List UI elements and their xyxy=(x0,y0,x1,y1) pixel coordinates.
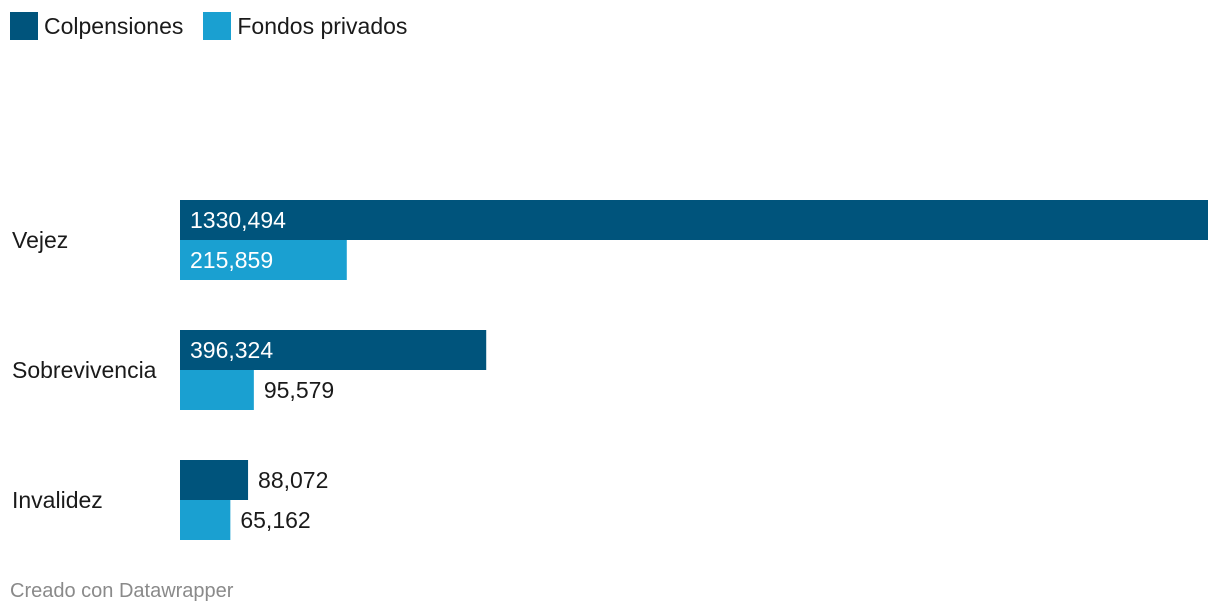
bar-sobrevivencia-fondos-privados xyxy=(180,370,254,410)
legend-label-fondos-privados: Fondos privados xyxy=(237,12,408,39)
legend-swatch-fondos-privados xyxy=(203,12,232,40)
value-label-vejez-colpensiones: 1330,494 xyxy=(190,207,286,233)
bar-invalidez-colpensiones xyxy=(180,460,249,500)
value-label-invalidez-colpensiones: 88,072 xyxy=(258,467,328,493)
category-label-vejez: Vejez xyxy=(12,227,68,253)
value-label-vejez-fondos-privados: 215,859 xyxy=(190,247,273,273)
bar-vejez-colpensiones xyxy=(180,200,1208,240)
footer-credit: Creado con Datawrapper xyxy=(10,580,234,602)
legend-swatch-colpensiones xyxy=(10,12,38,40)
value-label-sobrevivencia-colpensiones: 396,324 xyxy=(190,337,273,363)
value-label-invalidez-fondos-privados: 65,162 xyxy=(240,507,310,533)
category-label-sobrevivencia: Sobrevivencia xyxy=(12,357,157,383)
legend-item-fondos-privados: Fondos privados xyxy=(203,12,407,40)
category-label-invalidez: Invalidez xyxy=(12,487,103,513)
bar-invalidez-fondos-privados xyxy=(180,500,231,540)
legend-item-colpensiones: Colpensiones xyxy=(10,12,183,40)
value-label-sobrevivencia-fondos-privados: 95,579 xyxy=(264,377,334,403)
legend: Colpensiones Fondos privados xyxy=(10,12,407,40)
legend-label-colpensiones: Colpensiones xyxy=(44,12,184,39)
bar-vejez-fondos-privados xyxy=(180,240,347,280)
bar-sobrevivencia-colpensiones xyxy=(180,330,487,370)
